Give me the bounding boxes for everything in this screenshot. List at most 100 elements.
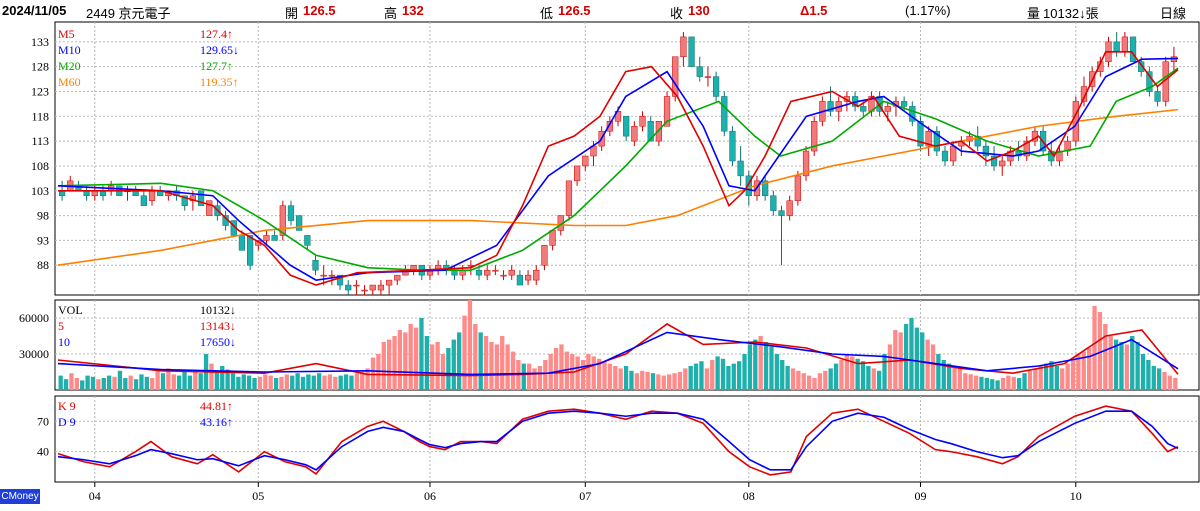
- x-tick-label: 04: [89, 489, 101, 503]
- volume-legend-name: 5: [58, 319, 64, 333]
- volume-bar: [559, 344, 564, 390]
- volume-bar: [263, 374, 268, 390]
- candle-body: [361, 289, 368, 292]
- volume-bar: [247, 375, 252, 390]
- candle-body: [925, 130, 932, 147]
- volume-bar: [306, 374, 311, 390]
- candle-body: [1146, 71, 1153, 92]
- x-tick-label: 06: [424, 489, 436, 503]
- volume-bar: [726, 366, 731, 390]
- candle-body: [492, 269, 499, 272]
- volume-bar: [220, 366, 225, 390]
- volume-bar: [1167, 375, 1173, 390]
- candle-body: [999, 160, 1006, 167]
- low-value: 126.5: [558, 3, 591, 18]
- volume-bar: [505, 344, 510, 390]
- volume-bar: [214, 370, 219, 390]
- volume-bar: [198, 373, 203, 390]
- volume-legend-value: 10132↓: [200, 303, 236, 317]
- volume-bar: [300, 376, 306, 390]
- volume-bar: [667, 374, 672, 390]
- candle-body: [140, 195, 147, 206]
- volume-bar: [742, 354, 747, 390]
- volume-bar: [785, 366, 790, 390]
- volume-bar: [349, 375, 354, 390]
- volume-bar: [230, 373, 236, 390]
- volume-bar: [343, 374, 349, 390]
- candle-body: [574, 165, 581, 182]
- volume-bar: [1017, 378, 1022, 390]
- volume-bar: [1038, 366, 1043, 390]
- candle-body: [623, 116, 630, 137]
- volume-bar: [1070, 358, 1076, 390]
- candle-body: [394, 274, 401, 281]
- volume-bar: [521, 363, 526, 390]
- candle-body: [680, 36, 687, 57]
- volume-bar: [995, 380, 1000, 390]
- volume-bar: [1140, 354, 1146, 390]
- volume-bar: [112, 376, 117, 390]
- volume-bar: [1054, 366, 1059, 390]
- candle-body: [484, 269, 491, 276]
- volume-bar: [877, 370, 882, 390]
- volume-bar: [333, 376, 338, 390]
- volume-bar: [957, 368, 963, 390]
- price-y-tick-label: 93: [37, 233, 49, 247]
- volume-bar: [193, 372, 198, 390]
- volume-bar: [424, 336, 429, 390]
- volume-bar: [1113, 339, 1119, 390]
- candle-body: [933, 130, 940, 152]
- volume-bar: [209, 363, 214, 390]
- volume-bar: [1081, 351, 1086, 390]
- volume-bar: [489, 342, 494, 390]
- change-value: Δ1.5: [800, 3, 828, 18]
- candle-body: [181, 195, 188, 206]
- candle-body: [320, 274, 327, 277]
- volume-bar: [462, 315, 467, 390]
- volume-bar: [747, 344, 753, 390]
- volume-bar: [984, 377, 989, 390]
- volume-bar: [338, 375, 343, 390]
- candle-body: [271, 235, 278, 241]
- volume-bar: [63, 379, 69, 390]
- candle-body: [917, 121, 924, 147]
- volume-bar: [430, 344, 435, 390]
- volume-bar: [855, 358, 860, 390]
- volume-bar: [150, 378, 155, 390]
- volume-bar: [1033, 368, 1038, 390]
- volume-bar: [241, 374, 246, 390]
- volume-bar: [144, 376, 149, 390]
- candle-body: [990, 155, 998, 167]
- volume-bar: [58, 375, 63, 390]
- volume-bar: [903, 324, 909, 390]
- candle-body: [549, 230, 556, 246]
- volume-bar: [408, 324, 413, 390]
- volume-bar: [537, 366, 543, 390]
- volume-bar: [268, 375, 273, 390]
- volume-bar: [893, 330, 898, 390]
- candle-body: [860, 106, 867, 112]
- volume-bar: [850, 356, 855, 390]
- kd-y-tick-label: 70: [37, 414, 49, 428]
- volume-bar: [85, 375, 90, 390]
- kd-legend-name: D 9: [58, 415, 76, 429]
- volume-bar: [510, 351, 516, 390]
- volume-bar: [763, 342, 769, 390]
- volume-bar: [796, 370, 801, 390]
- volume-bar: [963, 373, 968, 390]
- high-value: 132: [402, 3, 424, 18]
- volume-bar: [440, 354, 446, 390]
- candle-body: [901, 101, 908, 107]
- candle-body: [516, 274, 524, 286]
- volume-bar: [225, 369, 230, 390]
- volume-bar: [790, 368, 796, 390]
- price-legend-value: 127.7↑: [200, 59, 233, 73]
- volume-bar: [623, 366, 629, 390]
- volume-bar: [107, 375, 112, 390]
- candle-body: [263, 235, 270, 241]
- volume-bar: [618, 368, 623, 390]
- volume-bar: [381, 342, 386, 390]
- volume-bar: [769, 346, 774, 390]
- price-y-tick-label: 113: [31, 134, 49, 148]
- candle-body: [770, 195, 777, 211]
